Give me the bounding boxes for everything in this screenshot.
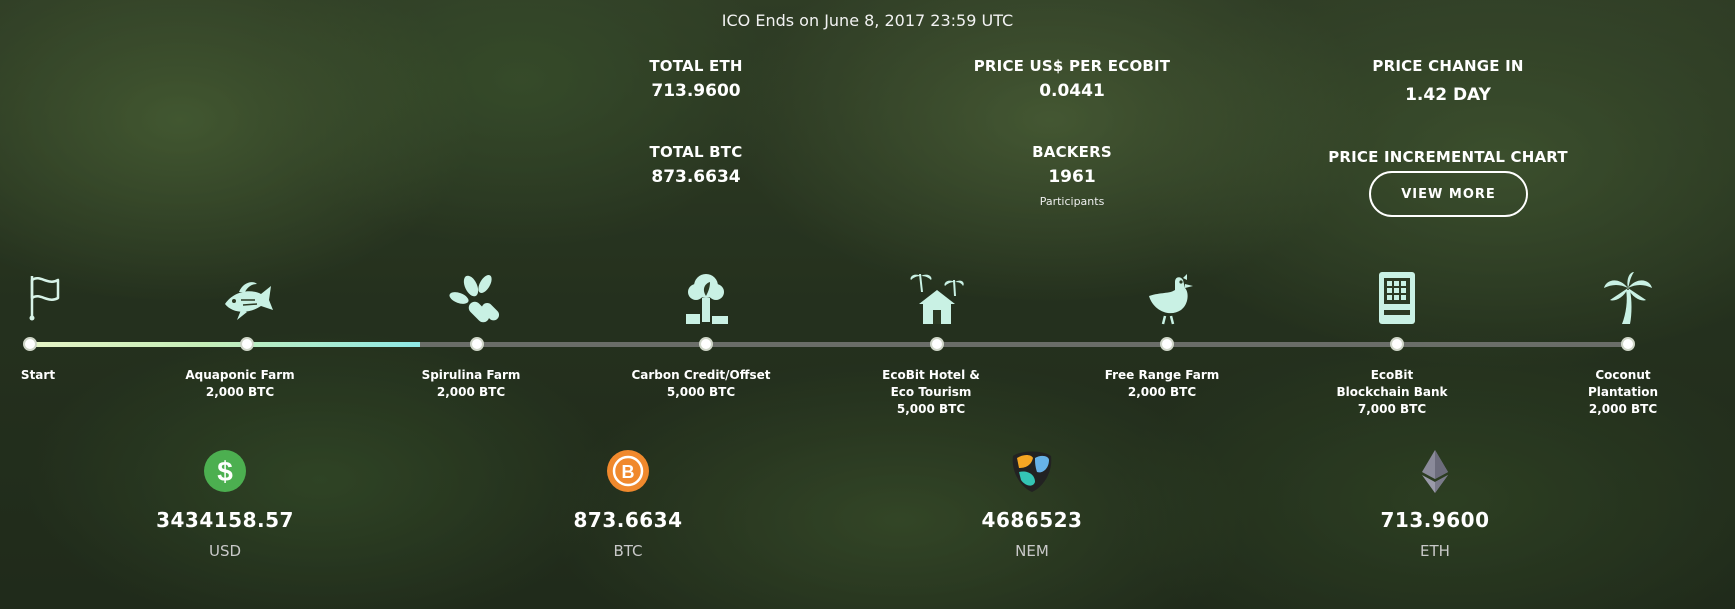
milestone-label-coconut: Coconut Plantation 2,000 BTC [1538,367,1708,418]
total-eth-label: TOTAL ETH [649,57,743,75]
currency-usd: $ 3434158.57 USD [115,448,335,560]
backers-value: 1961 [1048,167,1096,187]
total-btc-label: TOTAL BTC [649,143,743,161]
hotel-palm-icon [910,274,964,324]
milestone-amount: 2,000 BTC [1127,385,1197,399]
milestone-dot[interactable] [1390,337,1404,351]
currency-amount: 3434158.57 [156,508,294,532]
milestone-amount: 2,000 BTC [436,385,506,399]
milestone-dot[interactable] [470,337,484,351]
backers-sub: Participants [1039,195,1105,208]
ico-end-notice: ICO Ends on June 8, 2017 23:59 UTC [721,11,1014,30]
currency-btc: B 873.6634 BTC [518,448,738,560]
currency-eth: 713.9600 ETH [1325,448,1545,560]
price-stat: PRICE US$ PER ECOBIT 0.0441 [932,57,1212,101]
milestone-dot[interactable] [930,337,944,351]
price-change-value: 1.42 DAY [1405,85,1491,105]
milestone-dot[interactable] [240,337,254,351]
milestone-label-start: Start [0,367,123,384]
backers-label: BACKERS [1032,143,1112,161]
milestone-title: Free Range Farm [1104,368,1220,382]
milestone-label-spirulina: Spirulina Farm 2,000 BTC [386,367,556,401]
fish-icon [225,282,273,320]
chicken-icon [1149,274,1193,325]
milestone-title: Aquaponic Farm [185,368,295,382]
milestone-amount: 7,000 BTC [1357,402,1427,416]
flag-icon [29,276,60,321]
milestone-title-line2: Blockchain Bank [1336,385,1448,399]
total-btc-value: 873.6634 [651,167,741,187]
price-label: PRICE US$ PER ECOBIT [973,57,1171,75]
incremental-chart-stat: PRICE INCREMENTAL CHART [1308,148,1588,166]
currency-amount: 713.9600 [1380,508,1490,532]
currency-amount: 873.6634 [573,508,683,532]
milestone-amount: 2,000 BTC [205,385,275,399]
milestone-dot[interactable] [1160,337,1174,351]
price-change-label: PRICE CHANGE IN [1372,57,1524,75]
milestone-title: Spirulina Farm [421,368,521,382]
incremental-chart-label: PRICE INCREMENTAL CHART [1328,148,1568,166]
atm-machine-icon [1379,272,1415,324]
milestone-label-free-range: Free Range Farm 2,000 BTC [1077,367,1247,401]
total-btc-stat: TOTAL BTC 873.6634 [556,143,836,187]
nem-icon [1012,451,1052,492]
milestone-label-carbon: Carbon Credit/Offset 5,000 BTC [616,367,786,401]
milestone-label-bank: EcoBit Blockchain Bank 7,000 BTC [1307,367,1477,418]
milestone-amount: 2,000 BTC [1588,402,1658,416]
dollar-icon: $ [204,450,246,492]
price-change-stat: PRICE CHANGE IN 1.42 DAY [1308,57,1588,105]
backers-stat: BACKERS 1961 Participants [932,143,1212,208]
currency-code: USD [208,542,242,560]
milestone-label-aquaponic: Aquaponic Farm 2,000 BTC [155,367,325,401]
currency-code: NEM [1015,542,1049,560]
milestone-dot[interactable] [1621,337,1635,351]
total-eth-value: 713.9600 [651,81,741,101]
milestone-amount: 5,000 BTC [666,385,736,399]
svg-text:B: B [622,462,635,482]
milestone-title: Carbon Credit/Offset [631,368,771,382]
price-value: 0.0441 [1039,81,1105,101]
milestone-dot[interactable] [699,337,713,351]
milestone-title-line2: Eco Tourism [890,385,972,399]
milestone-dot[interactable] [23,337,37,351]
svg-text:$: $ [217,456,233,487]
milestone-label-hotel: EcoBit Hotel & Eco Tourism 5,000 BTC [846,367,1016,418]
milestone-title: Start [20,368,56,382]
timeline-progress [30,342,420,347]
factory-tree-icon [686,274,728,324]
currency-amount: 4686523 [981,508,1083,532]
ethereum-icon [1422,450,1448,493]
milestone-title: EcoBit [1370,368,1414,382]
currency-nem: 4686523 NEM [922,448,1142,560]
palm-tree-icon [1604,272,1652,324]
spirulina-leaves-icon [449,274,500,323]
total-eth-stat: TOTAL ETH 713.9600 [556,57,836,101]
milestone-title: Coconut [1595,368,1651,382]
bitcoin-icon: B [607,450,649,492]
view-more-button[interactable]: VIEW MORE [1369,171,1528,217]
currency-code: BTC [613,542,643,560]
timeline-track [30,342,1628,347]
currency-code: ETH [1420,542,1450,560]
milestone-title: EcoBit Hotel & [882,368,980,382]
milestone-amount: 5,000 BTC [896,402,966,416]
milestone-title-line2: Plantation [1587,385,1659,399]
